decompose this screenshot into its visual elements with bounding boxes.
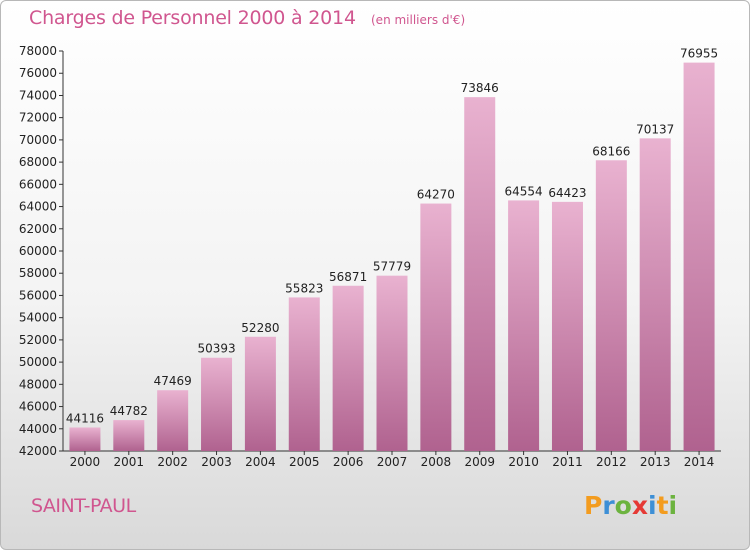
data-label: 56871 — [329, 270, 367, 284]
logo-letter: r — [602, 491, 615, 520]
x-tick-label: 2013 — [640, 455, 671, 469]
logo-letter: o — [614, 491, 632, 520]
data-label: 73846 — [461, 81, 499, 95]
bar — [201, 357, 233, 451]
x-tick-label: 2002 — [157, 455, 188, 469]
data-label: 64554 — [505, 184, 543, 198]
proxiti-logo: Proxiti — [584, 491, 677, 520]
y-tick-label: 70000 — [19, 133, 57, 147]
x-tick-label: 2003 — [201, 455, 232, 469]
x-tick-label: 2010 — [508, 455, 539, 469]
data-label: 47469 — [154, 374, 192, 388]
y-tick-label: 50000 — [19, 355, 57, 369]
logo-letter: t — [656, 491, 669, 520]
y-tick-label: 68000 — [19, 155, 57, 169]
y-tick-label: 60000 — [19, 244, 57, 258]
bar — [551, 201, 583, 451]
data-label: 44782 — [110, 404, 148, 418]
x-tick-label: 2011 — [552, 455, 583, 469]
x-tick-label: 2006 — [333, 455, 364, 469]
bar — [376, 275, 408, 451]
logo-letter: i — [668, 491, 678, 520]
data-label: 64423 — [548, 186, 586, 200]
x-tick-label: 2012 — [596, 455, 627, 469]
y-tick-label: 56000 — [19, 288, 57, 302]
data-label: 70137 — [636, 122, 674, 136]
y-tick-label: 66000 — [19, 177, 57, 191]
y-tick-label: 78000 — [19, 44, 57, 58]
logo-letter: P — [584, 491, 603, 520]
bar — [157, 390, 189, 451]
x-tick-label: 2007 — [377, 455, 408, 469]
x-tick-label: 2005 — [289, 455, 320, 469]
bar — [420, 203, 452, 451]
x-tick-label: 2014 — [684, 455, 715, 469]
data-label: 76955 — [680, 47, 718, 61]
bar — [332, 285, 364, 451]
chart-title: Charges de Personnel 2000 à 2014 — [29, 7, 356, 29]
y-tick-label: 52000 — [19, 333, 57, 347]
bar — [69, 427, 101, 451]
y-tick-label: 74000 — [19, 88, 57, 102]
data-label: 52280 — [241, 321, 279, 335]
y-tick-label: 58000 — [19, 266, 57, 280]
x-tick-label: 2009 — [464, 455, 495, 469]
commune-name: SAINT-PAUL — [31, 495, 136, 517]
y-tick-label: 46000 — [19, 400, 57, 414]
data-label: 44116 — [66, 411, 104, 425]
x-tick-label: 2008 — [421, 455, 452, 469]
bar — [464, 97, 496, 452]
data-label: 64270 — [417, 188, 455, 202]
bar — [683, 62, 715, 451]
y-tick-label: 72000 — [19, 111, 57, 125]
y-tick-label: 76000 — [19, 66, 57, 80]
data-label: 55823 — [285, 281, 323, 295]
bar — [639, 138, 671, 451]
y-tick-label: 64000 — [19, 200, 57, 214]
y-tick-label: 42000 — [19, 444, 57, 458]
data-label: 50393 — [197, 342, 235, 356]
y-tick-label: 54000 — [19, 311, 57, 325]
x-tick-label: 2000 — [70, 455, 101, 469]
chart-subtitle: (en milliers d'€) — [371, 13, 466, 27]
bar — [244, 336, 276, 451]
data-label: 68166 — [592, 144, 630, 158]
bar — [595, 160, 627, 451]
x-tick-label: 2001 — [114, 455, 145, 469]
y-tick-label: 44000 — [19, 422, 57, 436]
y-tick-label: 48000 — [19, 377, 57, 391]
logo-letter: x — [631, 491, 648, 520]
logo-letter: i — [648, 491, 657, 520]
bar — [113, 420, 145, 451]
data-label: 57779 — [373, 260, 411, 274]
y-tick-label: 62000 — [19, 222, 57, 236]
bar — [508, 200, 540, 451]
x-tick-label: 2004 — [245, 455, 276, 469]
bar — [288, 297, 320, 451]
